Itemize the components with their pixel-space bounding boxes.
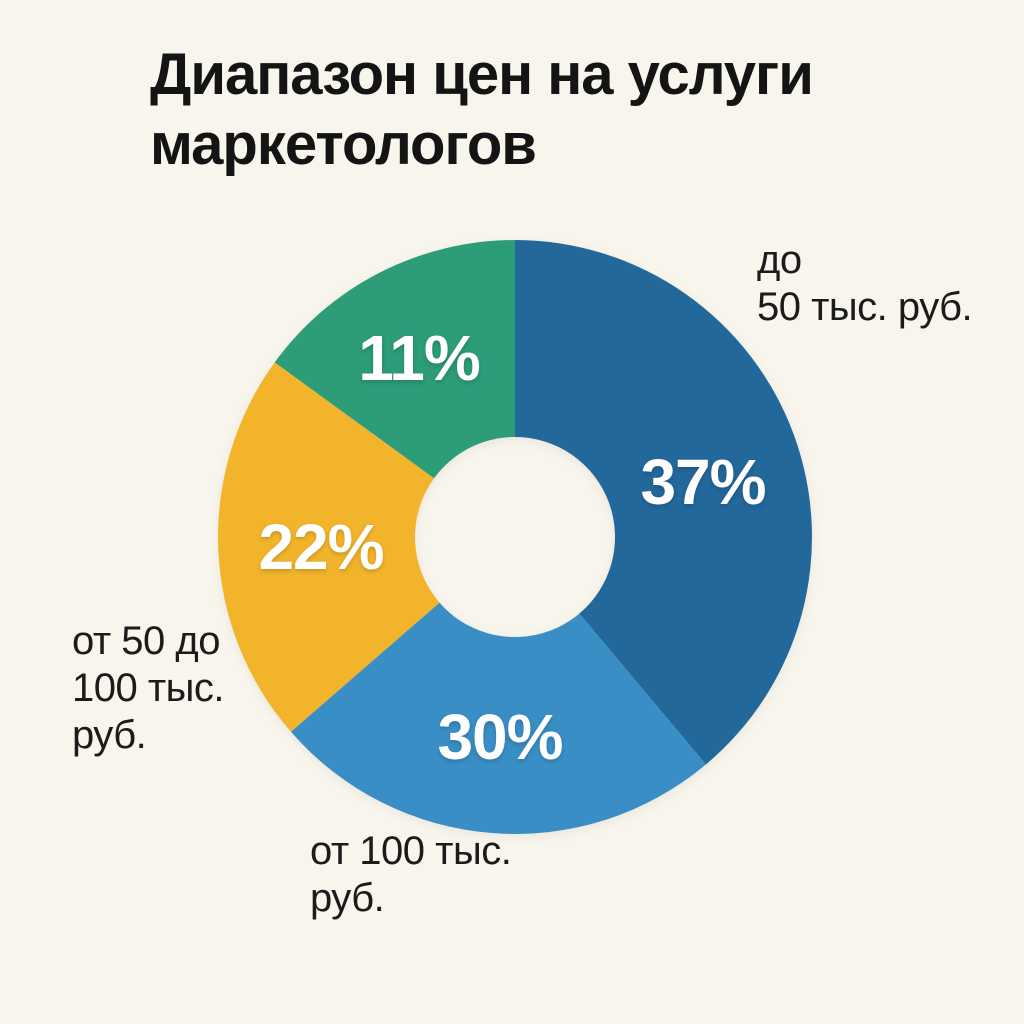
label-line: от 100 тыс. bbox=[310, 829, 512, 873]
label-line: от 50 до bbox=[72, 619, 221, 663]
pie-segment-4 bbox=[274, 239, 515, 479]
pie-segment-2 bbox=[290, 602, 706, 834]
segment-value-label-11: 11% bbox=[358, 322, 481, 394]
label-line: руб. bbox=[72, 712, 147, 757]
segment-value-label-22: 22% bbox=[258, 511, 384, 583]
segment-category-label-do-50: до 50 тыс. руб. bbox=[757, 237, 973, 331]
pie-segment-3 bbox=[218, 362, 440, 732]
segment-category-label-ot-100: от 100 тыс. руб. bbox=[310, 828, 512, 922]
label-line: до bbox=[757, 238, 802, 282]
label-line: руб. bbox=[310, 875, 385, 920]
segment-value-label-37: 37% bbox=[640, 446, 766, 518]
pie-segment-1 bbox=[515, 240, 812, 765]
chart-title: Диапазон цен на услуги маркетологов bbox=[150, 42, 814, 177]
segment-category-label-ot-50-do-100: от 50 до 100 тыс. руб. bbox=[72, 618, 225, 758]
label-line: 50 тыс. руб. bbox=[757, 284, 973, 329]
segment-value-label-30: 30% bbox=[437, 701, 563, 773]
label-line: 100 тыс. bbox=[72, 665, 225, 710]
